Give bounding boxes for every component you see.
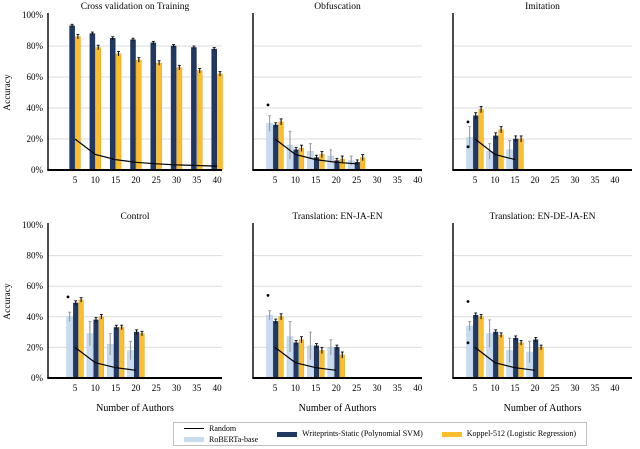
subplot-imitation: Imitation 5 10 15 20 25 30 35 40 [440, 0, 634, 193]
svg-text:35: 35 [393, 383, 403, 393]
svg-text:Translation: EN-DE-JA-EN: Translation: EN-DE-JA-EN [490, 212, 596, 222]
svg-text:25: 25 [352, 383, 362, 393]
svg-text:40: 40 [611, 383, 621, 393]
svg-text:20%: 20% [27, 342, 44, 352]
svg-text:5: 5 [73, 175, 78, 185]
svg-text:20: 20 [332, 175, 342, 185]
svg-text:25: 25 [152, 175, 162, 185]
svg-text:5: 5 [273, 175, 278, 185]
random-line-swatch [184, 428, 204, 430]
svg-text:15: 15 [511, 383, 521, 393]
svg-text:5: 5 [473, 175, 478, 185]
svg-text:15: 15 [511, 175, 521, 185]
chart-svg: Translation: EN-JA-EN 5 10 15 20 25 30 35 40 Numb… [252, 212, 423, 414]
legend-label-random: Random [209, 424, 237, 434]
svg-text:40: 40 [213, 175, 223, 185]
chart-svg: Control 5 10 15 20 25 30 35 40 0% 20% 40% 60% 80% 100%… [3, 212, 223, 414]
svg-text:40: 40 [611, 175, 621, 185]
chart-svg: Translation: EN-DE-JA-EN 5 10 15 20 25 30 35 40 N… [452, 212, 632, 414]
svg-text:0%: 0% [31, 373, 44, 383]
subplot-cross-validation-on-training: Cross validation on Training 5 10 15 20 25 30 3… [0, 0, 230, 193]
legend-entry-koppel: Koppel-512 (Logistic Regression) [441, 429, 577, 439]
svg-text:40%: 40% [27, 312, 44, 322]
legend-entry-writeprints: Writeprints-Static (Polynomial SVM) [277, 429, 423, 438]
legend-entry-roberta: RoBERTa-base [184, 435, 258, 444]
svg-text:30: 30 [373, 175, 383, 185]
svg-text:35: 35 [192, 175, 202, 185]
legend-entry-random: Random [184, 424, 258, 433]
chart-svg: Obfuscation 5 10 15 20 25 30 35 40 [252, 1, 423, 185]
svg-text:20: 20 [531, 175, 541, 185]
svg-text:15: 15 [311, 175, 321, 185]
svg-text:10: 10 [491, 175, 501, 185]
svg-text:15: 15 [311, 383, 321, 393]
svg-text:Cross validation on Training: Cross validation on Training [81, 2, 190, 12]
svg-text:25: 25 [352, 175, 362, 185]
roberta-color-swatch [184, 436, 204, 442]
svg-text:100%: 100% [22, 10, 44, 20]
svg-text:5: 5 [473, 383, 478, 393]
svg-text:100%: 100% [22, 220, 44, 230]
svg-text:40%: 40% [27, 103, 44, 113]
svg-text:20: 20 [332, 383, 342, 393]
svg-text:Control: Control [120, 212, 149, 222]
svg-text:10: 10 [91, 175, 101, 185]
svg-text:30: 30 [373, 383, 383, 393]
svg-text:20: 20 [531, 383, 541, 393]
svg-text:10: 10 [291, 175, 301, 185]
chart-svg: Imitation 5 10 15 20 25 30 35 40 [452, 2, 632, 185]
svg-text:80%: 80% [27, 251, 44, 261]
svg-text:20: 20 [131, 175, 141, 185]
svg-text:30: 30 [172, 383, 182, 393]
svg-text:40: 40 [413, 383, 423, 393]
subplot-obfuscation: Obfuscation 5 10 15 20 25 30 35 40 [240, 0, 428, 193]
svg-text:60%: 60% [27, 72, 44, 82]
svg-text:25: 25 [551, 175, 561, 185]
svg-text:30: 30 [571, 383, 581, 393]
svg-text:15: 15 [111, 175, 121, 185]
svg-text:Accuracy: Accuracy [3, 74, 13, 111]
legend-label-roberta: RoBERTa-base [209, 434, 259, 444]
svg-text:20%: 20% [27, 134, 44, 144]
svg-text:5: 5 [273, 383, 278, 393]
svg-text:25: 25 [152, 383, 162, 393]
legend: Random RoBERTa-base Writeprints-Static (… [173, 422, 587, 446]
svg-text:Translation: EN-JA-EN: Translation: EN-JA-EN [292, 212, 382, 222]
svg-text:40: 40 [413, 175, 423, 185]
svg-text:10: 10 [491, 383, 501, 393]
svg-text:Number of Authors: Number of Authors [504, 403, 582, 414]
subplot-translation-en-de-ja-en: Translation: EN-DE-JA-EN 5 10 15 20 25 30 35 40 N… [440, 193, 634, 420]
svg-text:60%: 60% [27, 281, 44, 291]
svg-text:25: 25 [551, 383, 561, 393]
svg-text:Obfuscation: Obfuscation [314, 1, 361, 12]
legend-label-koppel: Koppel-512 (Logistic Regression) [466, 429, 577, 439]
svg-text:5: 5 [73, 383, 78, 393]
svg-text:20: 20 [131, 383, 141, 393]
svg-text:10: 10 [291, 383, 301, 393]
subplot-control: Control 5 10 15 20 25 30 35 40 0% 20% 40% 60% 80% 100%… [0, 193, 230, 420]
legend-column-baselines: Random RoBERTa-base [184, 424, 258, 444]
svg-text:Imitation: Imitation [525, 2, 560, 12]
svg-text:35: 35 [591, 175, 601, 185]
subplot-translation-en-ja-en: Translation: EN-JA-EN 5 10 15 20 25 30 35 40 Numb… [240, 193, 428, 420]
svg-text:15: 15 [111, 383, 121, 393]
svg-text:30: 30 [172, 175, 182, 185]
svg-text:30: 30 [571, 175, 581, 185]
svg-text:Accuracy: Accuracy [3, 283, 13, 320]
legend-label-writeprints: Writeprints-Static (Polynomial SVM) [302, 429, 423, 439]
koppel-color-swatch [441, 431, 462, 437]
svg-text:35: 35 [591, 383, 601, 393]
writeprints-color-swatch [277, 431, 298, 437]
svg-text:35: 35 [393, 175, 403, 185]
chart-svg: Cross validation on Training 5 10 15 20 25 30 3… [3, 2, 223, 185]
svg-text:0%: 0% [31, 165, 44, 175]
svg-text:10: 10 [91, 383, 101, 393]
svg-text:Number of Authors: Number of Authors [96, 403, 174, 414]
svg-text:Number of Authors: Number of Authors [299, 403, 377, 414]
svg-text:80%: 80% [27, 41, 44, 51]
svg-text:35: 35 [192, 383, 202, 393]
svg-text:40: 40 [213, 383, 223, 393]
